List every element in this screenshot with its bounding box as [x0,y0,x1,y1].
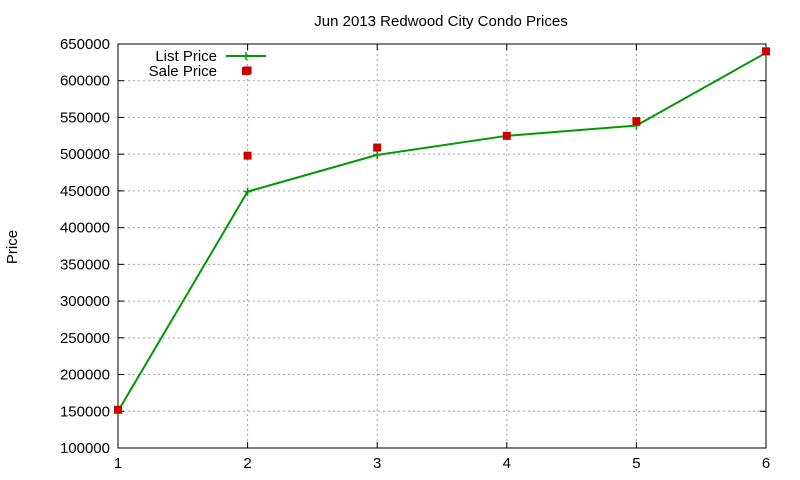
y-tick-label: 500000 [60,146,110,163]
x-tick-label: 6 [762,455,770,472]
y-tick-label: 150000 [60,403,110,420]
x-tick-label: 1 [114,455,122,472]
sale-price-point [502,131,511,140]
y-tick-label: 600000 [60,73,110,90]
x-tick-label: 2 [243,455,251,472]
legend-label: List Price [155,48,217,65]
sale-price-point [762,47,770,56]
axes: 100000 150000 200000 250000 300000 350000 4000… [60,36,770,472]
series-sale-price [114,47,770,414]
list-price-line [117,51,767,412]
chart-title: Jun 2013 Redwood City Condo Prices [314,13,567,30]
legend-entry-sale-price: Sale Price [149,63,250,80]
plot-area [114,47,770,416]
y-tick-label: 350000 [60,256,110,273]
y-tick-label: 450000 [60,183,110,200]
y-tick-label: 200000 [60,367,110,384]
x-tick-label: 3 [373,455,381,472]
legend-entry-list-price: List Price [155,48,266,65]
y-axis-label: Price [4,230,21,264]
y-tick-label: 100000 [60,440,110,457]
y-tick-label: 400000 [60,220,110,237]
sale-price-point [373,143,382,152]
list-price-point [243,187,252,196]
list-price-point [373,150,382,159]
sale-price-point [243,151,252,160]
legend-swatch-marker [242,52,250,60]
sale-price-point [114,405,122,414]
y-tick-label: 250000 [60,330,110,347]
plot-frame [117,43,767,449]
y-tick-label: 650000 [60,36,110,53]
series-list-price [114,48,770,416]
sale-price-point [632,117,641,126]
x-tick-label: 4 [503,455,511,472]
y-tick-label: 300000 [60,293,110,310]
y-tick-label: 550000 [60,109,110,126]
legend-label: Sale Price [149,63,217,80]
grid [118,44,766,448]
legend-swatch-marker [242,67,250,75]
x-tick-label: 5 [632,455,640,472]
